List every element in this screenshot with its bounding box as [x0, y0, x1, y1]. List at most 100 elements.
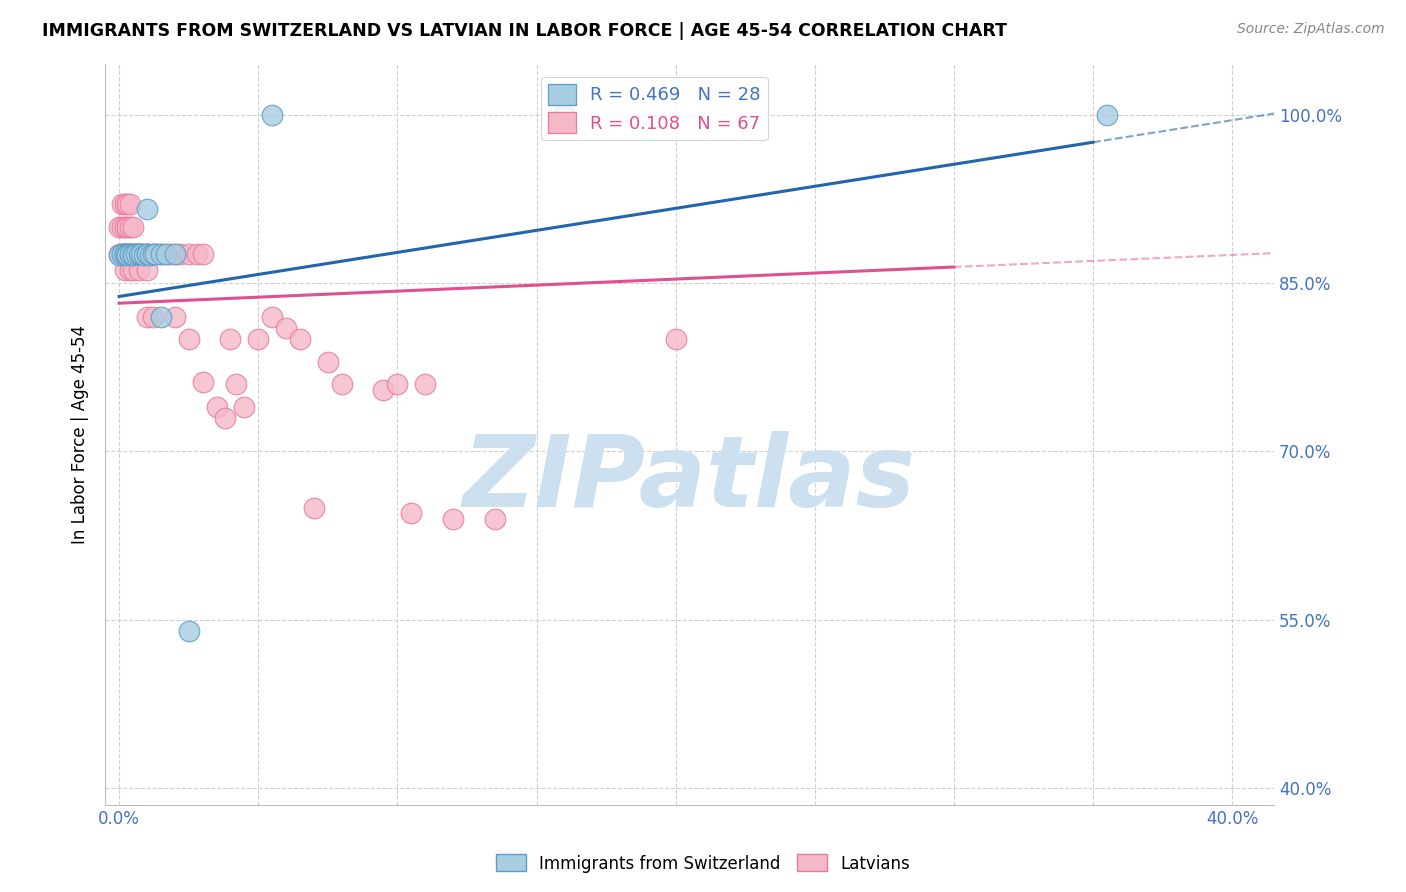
Point [111, 247, 134, 261]
Point [163, 247, 186, 261]
Point [108, 219, 131, 234]
Point [120, 262, 142, 277]
Point [120, 247, 142, 261]
Text: IMMIGRANTS FROM SWITZERLAND VS LATVIAN IN LABOR FORCE | AGE 45-54 CORRELATION CH: IMMIGRANTS FROM SWITZERLAND VS LATVIAN I… [42, 22, 1007, 40]
Point [117, 247, 139, 261]
Point [134, 248, 156, 262]
Point [441, 512, 464, 526]
Point [131, 247, 153, 261]
Point [120, 247, 142, 261]
Point [117, 247, 139, 261]
Point [136, 202, 159, 216]
Point [262, 107, 284, 121]
Y-axis label: In Labor Force | Age 45-54: In Labor Force | Age 45-54 [72, 325, 89, 544]
Point [136, 310, 159, 324]
Point [125, 247, 148, 261]
Point [136, 247, 159, 261]
Point [274, 321, 297, 335]
Point [122, 248, 145, 262]
Point [177, 247, 200, 261]
Point [125, 247, 148, 261]
Point [111, 247, 134, 261]
Point [141, 247, 163, 261]
Point [157, 247, 180, 261]
Legend: Immigrants from Switzerland, Latvians: Immigrants from Switzerland, Latvians [489, 847, 917, 880]
Point [143, 247, 166, 261]
Point [120, 247, 142, 261]
Point [136, 247, 159, 261]
Point [114, 247, 136, 261]
Point [134, 247, 156, 261]
Point [177, 624, 200, 638]
Point [214, 410, 236, 425]
Point [122, 262, 145, 277]
Point [128, 247, 150, 261]
Point [114, 197, 136, 211]
Point [114, 247, 136, 261]
Point [191, 247, 214, 261]
Point [186, 247, 208, 261]
Point [387, 377, 409, 392]
Point [484, 512, 506, 526]
Point [401, 506, 423, 520]
Point [169, 247, 191, 261]
Point [136, 247, 159, 261]
Point [111, 197, 134, 211]
Point [262, 310, 284, 324]
Point [553, 107, 575, 121]
Point [120, 197, 142, 211]
Point [128, 262, 150, 277]
Point [114, 262, 136, 277]
Point [141, 310, 163, 324]
Point [108, 248, 131, 262]
Point [122, 247, 145, 261]
Point [225, 377, 247, 392]
Point [373, 383, 395, 397]
Point [138, 248, 160, 262]
Point [136, 262, 159, 277]
Point [177, 332, 200, 346]
Point [191, 375, 214, 389]
Point [114, 247, 136, 261]
Text: ZIPatlas: ZIPatlas [463, 431, 917, 527]
Point [120, 219, 142, 234]
Point [302, 500, 325, 515]
Point [117, 219, 139, 234]
Point [131, 247, 153, 261]
Point [114, 219, 136, 234]
Point [122, 247, 145, 261]
Point [1095, 107, 1118, 121]
Point [247, 332, 270, 346]
Point [163, 247, 186, 261]
Point [117, 197, 139, 211]
Point [128, 247, 150, 261]
Point [149, 247, 172, 261]
Point [155, 247, 177, 261]
Text: Source: ZipAtlas.com: Source: ZipAtlas.com [1237, 22, 1385, 37]
Point [111, 219, 134, 234]
Point [413, 377, 436, 392]
Point [131, 247, 153, 261]
Point [288, 332, 311, 346]
Point [141, 247, 163, 261]
Point [219, 332, 242, 346]
Point [665, 332, 688, 346]
Point [233, 400, 256, 414]
Point [205, 400, 228, 414]
Point [117, 248, 139, 262]
Legend: R = 0.469   N = 28, R = 0.108   N = 67: R = 0.469 N = 28, R = 0.108 N = 67 [541, 77, 768, 140]
Point [108, 247, 131, 261]
Point [122, 219, 145, 234]
Point [114, 247, 136, 261]
Point [163, 310, 186, 324]
Point [149, 310, 172, 324]
Point [136, 247, 159, 261]
Point [316, 354, 339, 368]
Point [125, 247, 148, 261]
Point [149, 247, 172, 261]
Point [122, 247, 145, 261]
Point [117, 247, 139, 261]
Point [330, 377, 353, 392]
Point [146, 247, 169, 261]
Point [111, 247, 134, 261]
